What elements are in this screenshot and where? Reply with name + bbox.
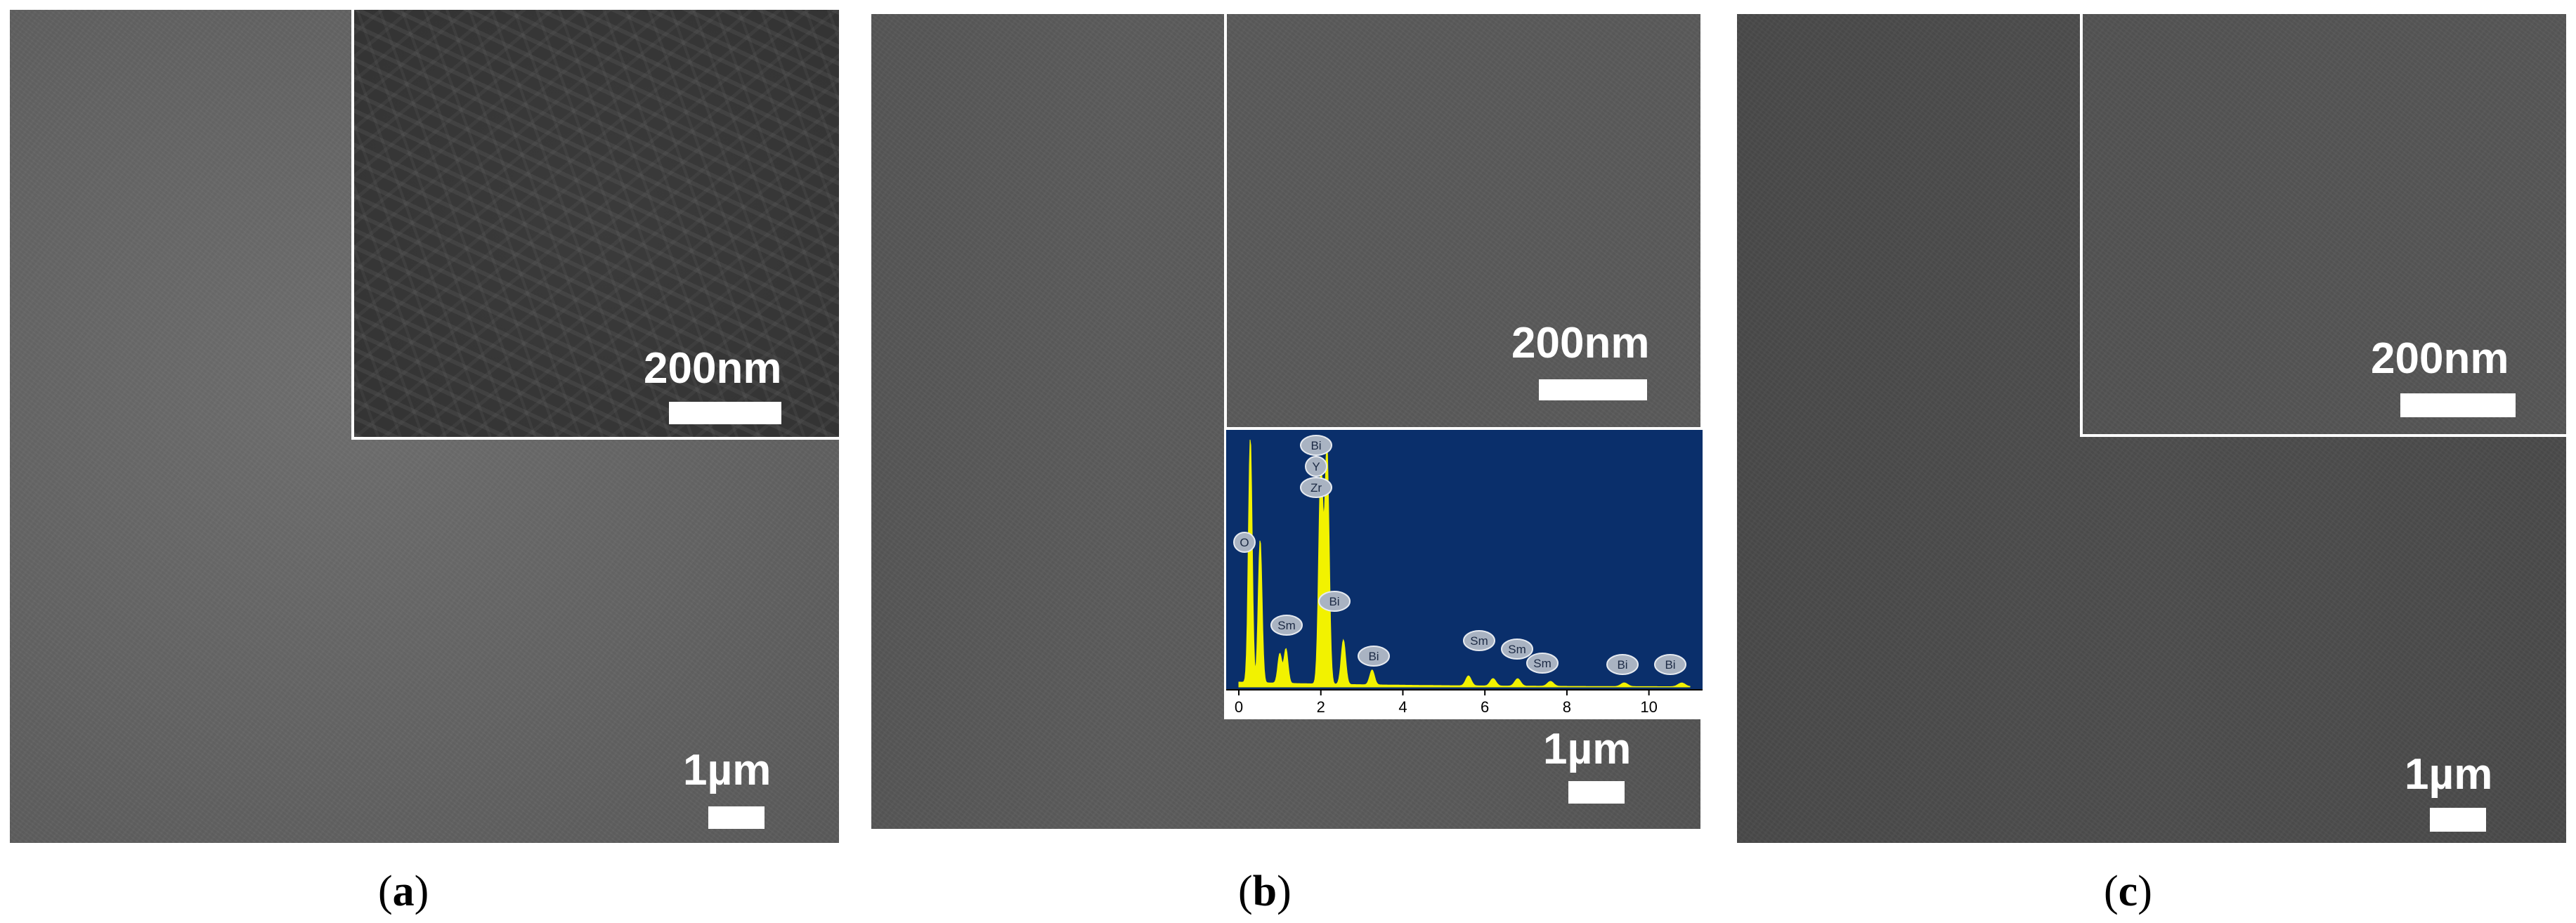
eds-peak-label: Zr [1300,477,1332,498]
svg-text:Y: Y [1312,460,1320,473]
eds-x-tick-label: 0 [1235,698,1243,716]
fiber-texture [354,10,839,437]
inset-scale-label-b: 200nm [1511,319,1650,367]
svg-text:O: O [1240,536,1249,549]
eds-peak-label: Sm [1270,615,1303,636]
inset-scale-label-a: 200nm [644,344,782,393]
eds-spectrum-inset: 0 2 4 6 8 10 Bi Y Zr O Sm Bi Bi Sm Sm Sm Bi Bi [1224,430,1703,719]
svg-text:Bi: Bi [1329,595,1339,608]
svg-text:Bi: Bi [1665,658,1675,672]
inset-texture [2083,14,2566,434]
eds-peak-label: Bi [1606,654,1639,675]
svg-text:Sm: Sm [1277,619,1296,632]
main-scale-bar-c [2430,808,2486,832]
eds-plot-background [1226,430,1703,690]
sem-image-c: 200nm 1µm [1737,14,2566,843]
inset-image-b: 200nm [1224,14,1700,430]
inset-scale-bar-a [669,402,781,424]
main-scale-label-a: 1µm [683,746,772,794]
eds-x-tick-label: 8 [1563,698,1571,716]
svg-text:Bi: Bi [1617,658,1627,672]
eds-peak-label: Sm [1501,639,1533,660]
svg-text:Bi: Bi [1368,650,1379,663]
eds-spectrum-chart: 0 2 4 6 8 10 Bi Y Zr O Sm Bi Bi Sm Sm Sm Bi Bi [1226,430,1703,716]
eds-peak-label: Bi [1358,646,1390,667]
svg-text:Sm: Sm [1508,643,1526,656]
svg-text:Sm: Sm [1470,634,1488,648]
inset-texture [1227,14,1700,427]
eds-peak-label: Bi [1300,435,1332,456]
sem-image-b: 200nm 1µm [871,14,1700,829]
main-scale-label-c: 1µm [2405,750,2493,799]
eds-x-tick-label: 10 [1640,698,1657,716]
eds-peak-label: Y [1305,456,1327,477]
inset-image-a: 200nm [351,10,839,440]
eds-spectrum-trace [1238,439,1691,688]
eds-peak-label: O [1233,532,1256,553]
eds-x-tick-label: 4 [1398,698,1407,716]
inset-image-c: 200nm [2080,14,2566,437]
inset-scale-label-c: 200nm [2371,334,2509,383]
eds-peak-label: Bi [1318,591,1351,612]
eds-peak-label: Bi [1654,654,1686,675]
svg-text:Bi: Bi [1310,439,1321,452]
main-scale-bar-a [708,806,765,829]
sem-image-a: 200nm 1µm [10,10,839,843]
eds-x-tick-label: 6 [1481,698,1489,716]
panel-label-c: (c) [2104,868,2152,915]
eds-x-tick-label: 2 [1317,698,1325,716]
inset-scale-bar-b [1539,379,1647,400]
panel-label-a: (a) [378,868,429,915]
eds-peak-label: Sm [1526,653,1559,674]
inset-scale-bar-c [2400,393,2516,417]
main-scale-label-b: 1µm [1543,725,1632,773]
eds-peak-label: Sm [1463,630,1495,651]
main-scale-bar-b [1568,781,1625,804]
panel-label-b: (b) [1238,868,1292,915]
svg-text:Zr: Zr [1310,481,1322,495]
svg-text:Sm: Sm [1533,657,1552,670]
